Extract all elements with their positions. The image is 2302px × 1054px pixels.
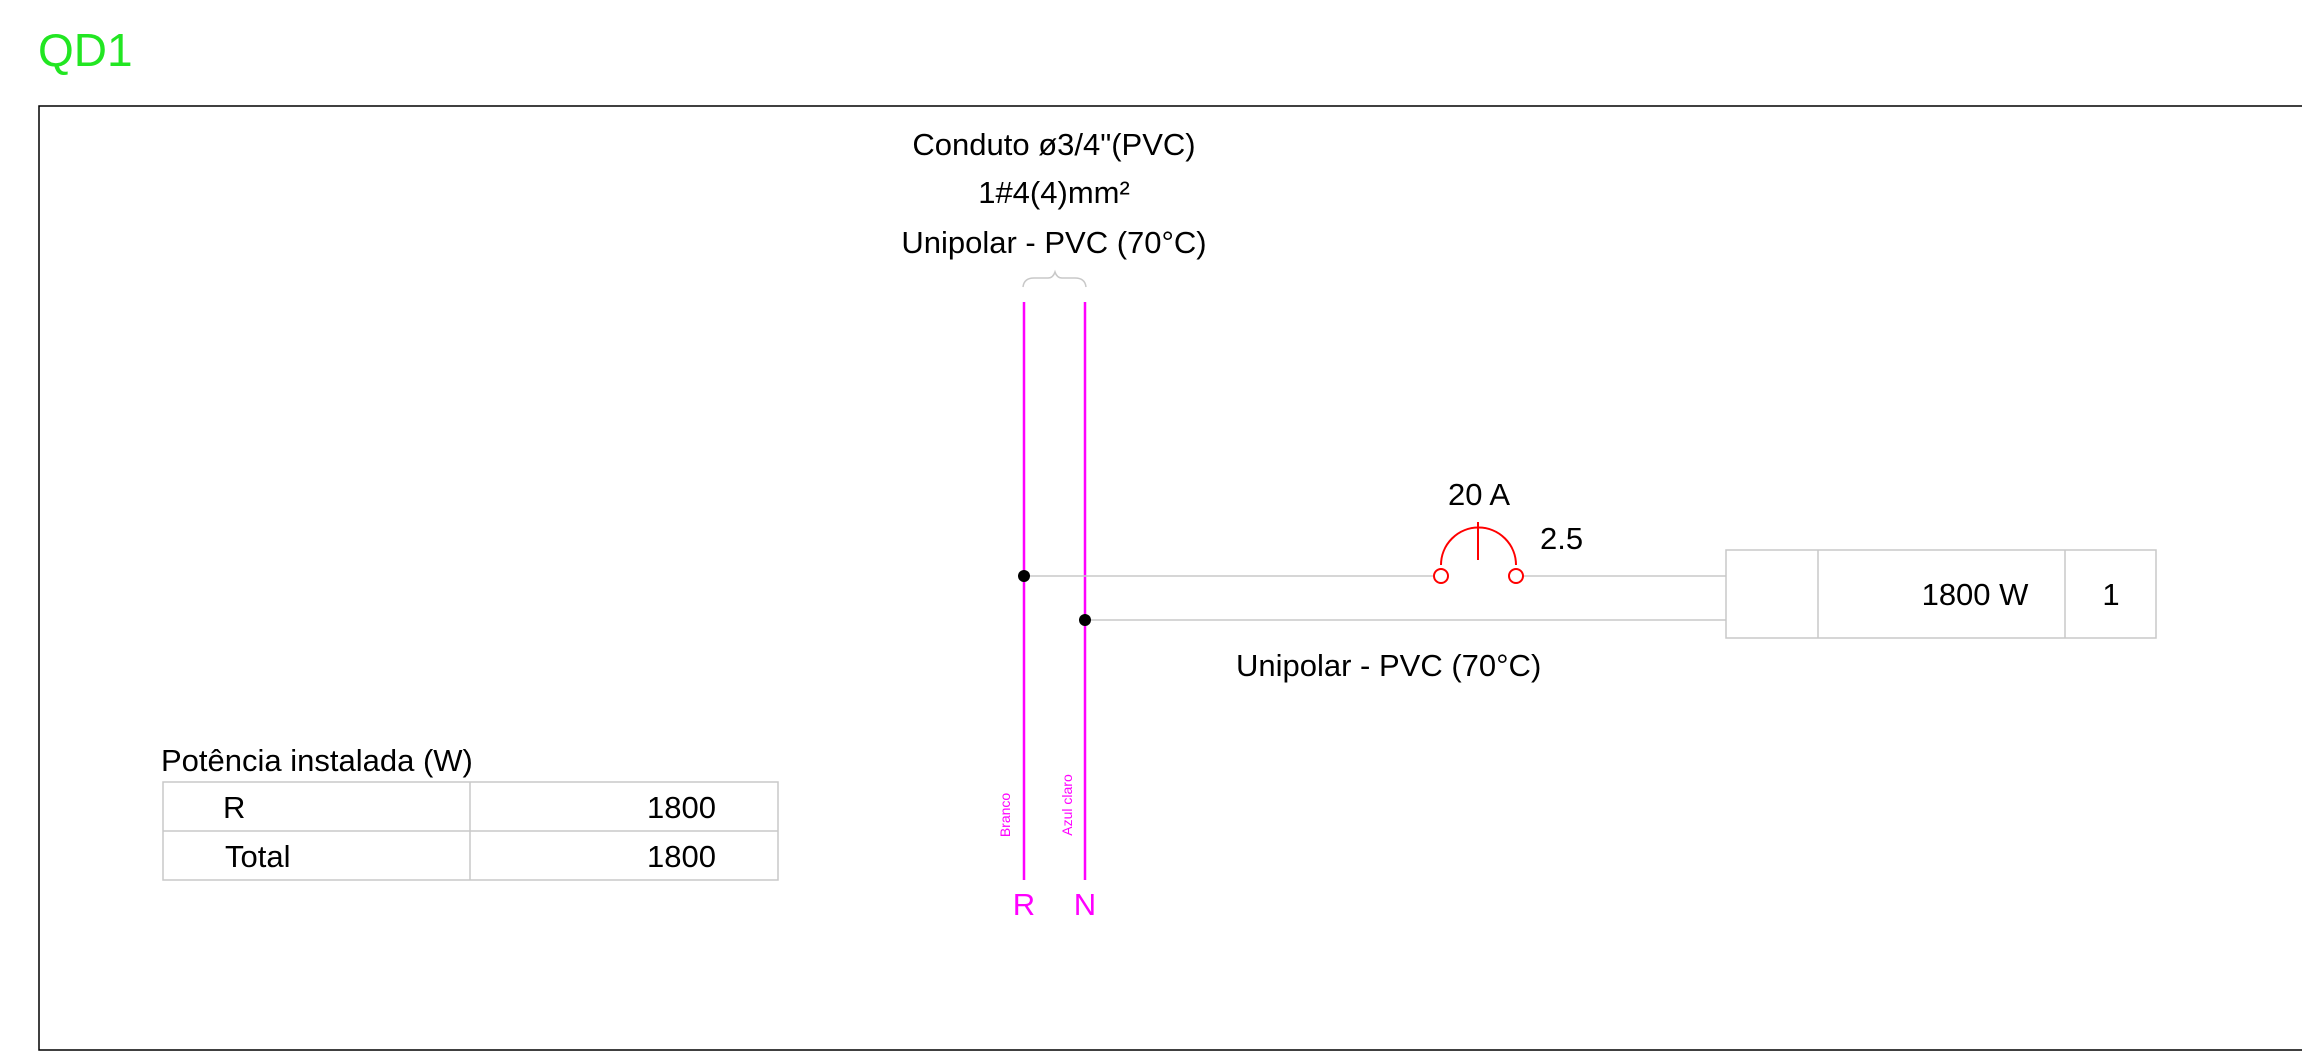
phase-bus-label: R	[1013, 887, 1035, 922]
installed-power-title: Potência instalada (W)	[161, 743, 473, 778]
load-table	[1725, 549, 2157, 639]
load-power-cell: 1800 W	[1922, 577, 2030, 612]
circuit-cable-type-label: Unipolar - PVC (70°C)	[1236, 648, 1541, 683]
drawing-frame	[38, 105, 2302, 1051]
breaker-symbol	[1433, 522, 1524, 584]
installed-power-total-value: 1800	[647, 839, 716, 874]
installed-power-row-phase: R	[223, 790, 245, 825]
neutral-connection-dot	[1079, 614, 1091, 626]
phase-connection-dot	[1018, 570, 1030, 582]
phase-wire-color-label: Branco	[997, 793, 1013, 838]
breaker-rating-label: 20 A	[1448, 477, 1510, 512]
circuit-number-cell: 1	[2102, 577, 2119, 612]
conduit-label: Conduto ø3/4"(PVC)	[912, 127, 1195, 162]
installed-power-row-value: 1800	[647, 790, 716, 825]
conduit-brace	[1022, 269, 1087, 288]
panel-title: QD1	[38, 24, 133, 76]
cable-type-label: Unipolar - PVC (70°C)	[901, 225, 1206, 260]
neutral-bus-label: N	[1074, 887, 1096, 922]
neutral-wire-color-label: Azul claro	[1059, 774, 1075, 836]
breaker-section-label: 2.5	[1540, 521, 1583, 556]
installed-power-total-label: Total	[225, 839, 290, 874]
installed-power-table	[162, 781, 779, 881]
conductor-label: 1#4(4)mm²	[978, 175, 1130, 210]
